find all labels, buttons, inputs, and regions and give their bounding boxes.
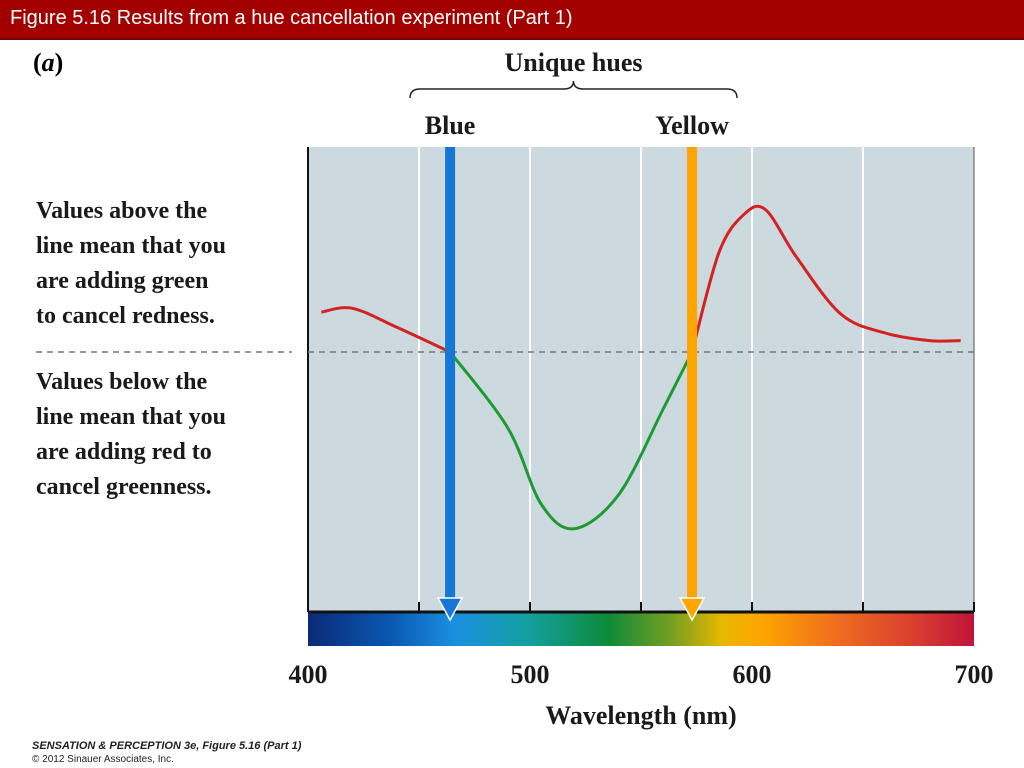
note-above-line-4: to cancel redness.: [36, 303, 215, 329]
note-above-line-3: are adding green: [36, 268, 209, 294]
unique-hue-markers: Blue Yellow: [425, 111, 729, 622]
footer-copyright: © 2012 Sinauer Associates, Inc.: [32, 754, 174, 765]
series-segment-above: [690, 204, 961, 353]
hue-marker-bar: [687, 147, 698, 600]
unique-hues-bracket: [409, 80, 738, 99]
series-segment-above: [321, 306, 451, 354]
series-segment-below: [448, 351, 694, 531]
panel-label: (a): [33, 48, 63, 78]
x-axis: 400 500 600 700: [289, 147, 994, 689]
panel-label-letter: a: [41, 48, 55, 77]
footer-book-credit: SENSATION & PERCEPTION 3e, Figure 5.16 (…: [32, 740, 302, 752]
figure-title: Figure 5.16 Results from a hue cancellat…: [10, 7, 573, 29]
note-below-line: Values below the line mean that you are …: [36, 365, 306, 505]
note-below-line-2: line mean that you: [36, 404, 227, 430]
x-tick-label: 700: [955, 660, 994, 689]
note-above-line: Values above the line mean that you are …: [36, 194, 306, 334]
hue-label: Yellow: [655, 111, 729, 140]
spectrum-bar: [308, 612, 974, 646]
x-tick-label: 400: [289, 660, 328, 689]
panel-label-open: (: [33, 48, 42, 77]
x-tick-label: 600: [733, 660, 772, 689]
note-above-line-1: Values above the: [36, 198, 208, 224]
x-tick-label: 500: [511, 660, 550, 689]
note-below-line-4: cancel greenness.: [36, 474, 212, 500]
title-bar: Figure 5.16 Results from a hue cancellat…: [0, 0, 1024, 40]
panel-label-close: ): [54, 48, 64, 77]
note-above-line-2: line mean that you: [36, 233, 227, 259]
hue-marker-arrow: [436, 597, 464, 622]
hue-marker-bar: [445, 147, 456, 600]
note-below-line-1: Values below the: [36, 369, 208, 395]
hue-marker-arrow: [678, 597, 706, 622]
note-below-line-3: are adding red to: [36, 439, 212, 465]
series-layer: [321, 204, 961, 531]
hue-label: Blue: [425, 111, 476, 140]
unique-hues-label: Unique hues: [505, 48, 643, 77]
x-axis-label: Wavelength (nm): [545, 701, 736, 730]
grid-lines: [418, 147, 864, 612]
